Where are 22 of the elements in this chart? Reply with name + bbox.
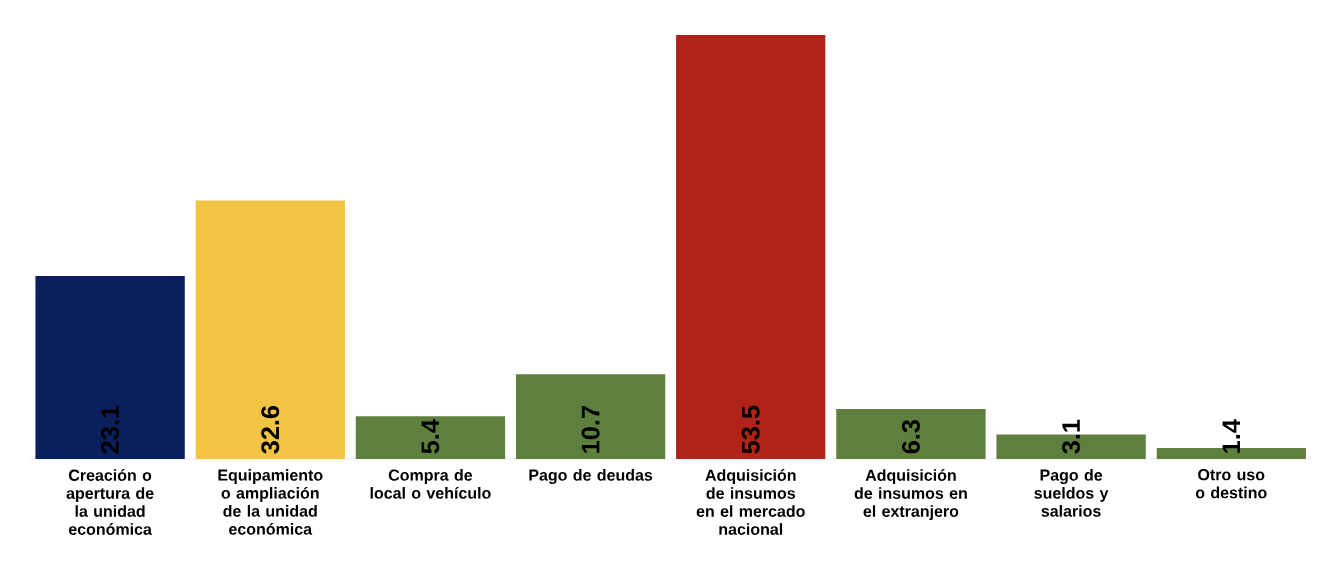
data-label: 32.6 [261,405,280,454]
data-label: 23.1 [101,405,120,454]
bar [515,374,666,459]
x-tick-label: Pago de sueldos y salarios [1034,469,1109,517]
x-tick-label: Adquisición de insumos en el extranjero [854,469,967,521]
x-tick-label: Pago de deudas [529,469,653,485]
data-label: 10.7 [581,406,600,453]
bar [355,416,506,459]
x-tick-label: Creación o apertura de la unidad económica [66,469,154,535]
data-label: 5.4 [421,419,440,454]
bar [836,409,986,459]
x-tick-label: Equipamiento o ampliación de la unidad económica [218,469,323,535]
x-tick-label: Adquisición de insumos en el mercado nacional [696,469,805,535]
bar [195,200,345,459]
x-tick-label: Compra de local o vehículo [370,469,491,499]
bar [35,275,185,459]
data-label: 3.1 [1062,419,1081,454]
data-label: 1.4 [1222,419,1240,453]
x-tick-label: Otro uso o destino [1195,469,1267,499]
data-label: 53.5 [741,405,760,454]
data-label: 6.3 [901,419,920,454]
bar [676,34,826,459]
